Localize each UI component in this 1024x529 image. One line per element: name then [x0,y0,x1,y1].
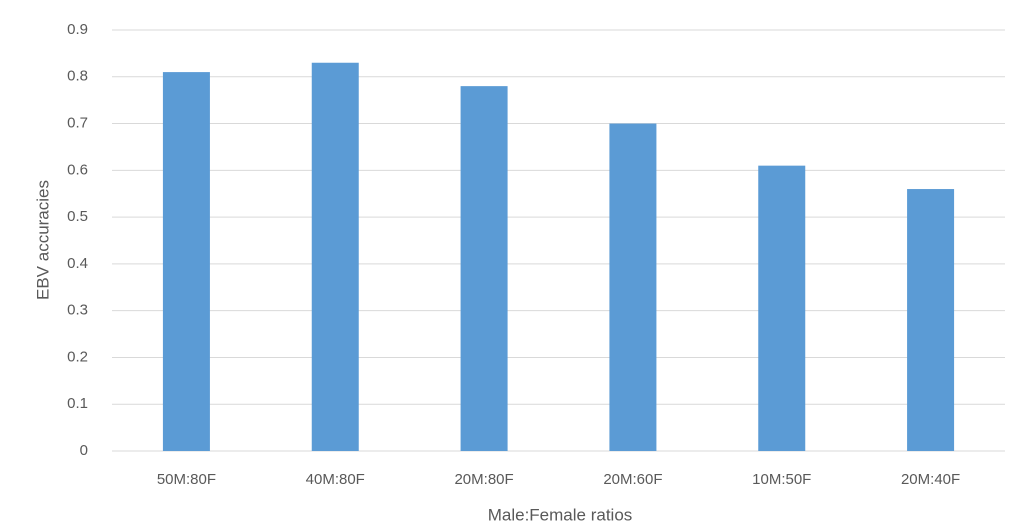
y-tick-label: 0.6 [67,161,88,178]
bar [907,189,955,452]
bar [609,123,657,452]
bar [460,86,508,451]
y-tick-label: 0.5 [67,208,88,225]
y-axis-title: EBV accuracies [33,180,52,300]
x-tick-label: 20M:60F [603,471,662,488]
x-tick-label: 20M:80F [454,471,513,488]
bar [758,165,806,451]
x-tick-label: 10M:50F [752,471,811,488]
x-tick-label: 40M:80F [306,471,365,488]
y-tick-label: 0 [80,442,88,459]
y-tick-label: 0.3 [67,302,88,319]
x-tick-label: 50M:80F [157,471,216,488]
y-tick-label: 0.1 [67,395,88,412]
x-axis-title: Male:Female ratios [488,505,633,524]
y-tick-label: 0.9 [67,21,88,38]
y-tick-label: 0.2 [67,348,88,365]
bar [311,62,359,451]
x-tick-label: 20M:40F [901,471,960,488]
y-tick-label: 0.8 [67,68,88,85]
bar [162,72,210,451]
y-tick-label: 0.4 [67,255,88,272]
y-tick-label: 0.7 [67,115,88,132]
